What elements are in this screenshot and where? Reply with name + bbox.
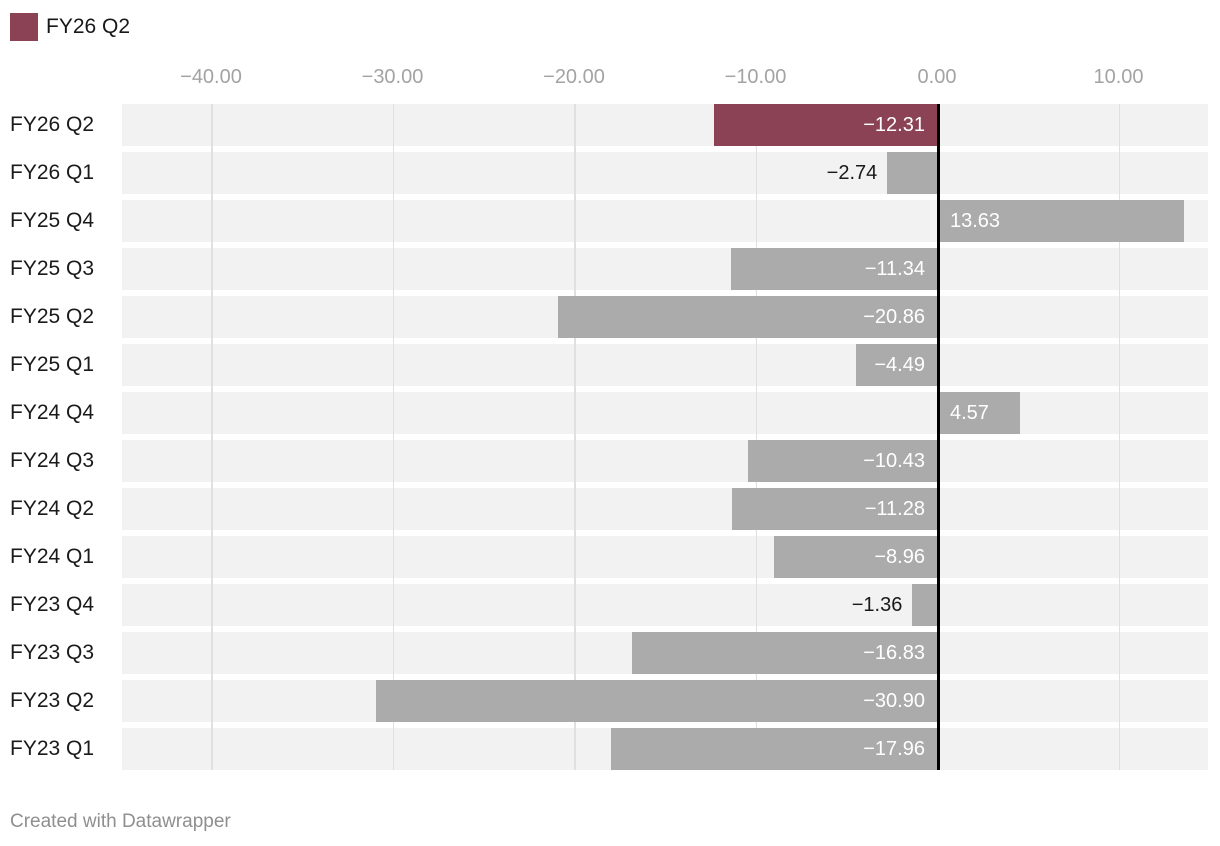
bar: 13.63 [937, 200, 1185, 242]
category-label: FY23 Q4 [10, 593, 95, 616]
bar: −30.90 [376, 680, 937, 722]
bar-value-label: −1.36 [851, 593, 903, 616]
bar-value-label: −10.43 [863, 449, 925, 472]
bar: −10.43 [747, 440, 937, 482]
bar [887, 152, 937, 194]
row-band [122, 344, 1208, 386]
category-label: FY23 Q1 [10, 737, 95, 760]
bar-value-label: −16.83 [863, 641, 925, 664]
row-band [122, 488, 1208, 530]
x-tick-label: −20.00 [543, 66, 605, 88]
gridline [574, 104, 576, 770]
row-band [122, 248, 1208, 290]
bar-value-label: −11.34 [864, 257, 925, 280]
x-tick-label: −30.00 [361, 66, 424, 88]
category-label: FY26 Q1 [10, 161, 95, 184]
legend-swatch [10, 13, 38, 41]
category-label: FY23 Q3 [10, 641, 95, 664]
category-label: FY23 Q2 [10, 689, 95, 712]
gridline [211, 104, 213, 770]
legend: FY26 Q2 [10, 13, 130, 41]
bar-value-label: −2.74 [826, 161, 878, 184]
category-label: FY24 Q2 [10, 497, 95, 520]
row-band [122, 392, 1208, 434]
bar-value-label: −30.90 [863, 689, 925, 712]
bar-value-label: 13.63 [950, 209, 1001, 232]
x-tick-label: 0.00 [917, 66, 957, 88]
attribution-link[interactable]: Created with Datawrapper [10, 811, 231, 832]
category-label: FY26 Q2 [10, 113, 95, 136]
category-label: FY25 Q3 [10, 257, 95, 280]
bar-value-label: −4.49 [874, 353, 925, 376]
row-band [122, 584, 1208, 626]
bar-highlighted: −12.31 [713, 104, 937, 146]
row-band [122, 104, 1208, 146]
x-tick-label: 10.00 [1093, 66, 1144, 88]
bar: −20.86 [558, 296, 937, 338]
bar [912, 584, 937, 626]
bar: −8.96 [774, 536, 937, 578]
bar-value-label: −8.96 [874, 545, 925, 568]
bar-value-label: −20.86 [863, 305, 925, 328]
category-label: FY25 Q4 [10, 209, 95, 232]
gridline [392, 104, 394, 770]
row-band [122, 152, 1208, 194]
plot-area: FY26 Q2 −12.31 FY26 Q1 −2.74 FY25 Q4 13.63 FY2… [0, 104, 1220, 770]
bar: −16.83 [631, 632, 937, 674]
bar-value-label: −12.31 [863, 113, 925, 136]
zero-baseline [937, 104, 940, 770]
bar-value-label: −11.28 [864, 497, 925, 520]
legend-label: FY26 Q2 [46, 15, 131, 38]
category-label: FY24 Q3 [10, 449, 95, 472]
row-band [122, 440, 1208, 482]
row-band [122, 536, 1208, 578]
category-label: FY25 Q1 [10, 353, 95, 376]
category-label: FY24 Q1 [10, 545, 95, 568]
bar: −11.28 [732, 488, 937, 530]
gridline [755, 104, 757, 770]
x-tick-label: −40.00 [180, 66, 242, 88]
bar-value-label: 4.57 [950, 401, 989, 424]
category-label: FY24 Q4 [10, 401, 95, 424]
bar: 4.57 [937, 392, 1020, 434]
gridline [1118, 104, 1120, 770]
bar: −11.34 [731, 248, 937, 290]
bar-value-label: −17.96 [863, 737, 925, 760]
x-tick-label: −10.00 [724, 66, 787, 88]
category-label: FY25 Q2 [10, 305, 95, 328]
bar: −4.49 [855, 344, 937, 386]
bar: −17.96 [611, 728, 937, 770]
